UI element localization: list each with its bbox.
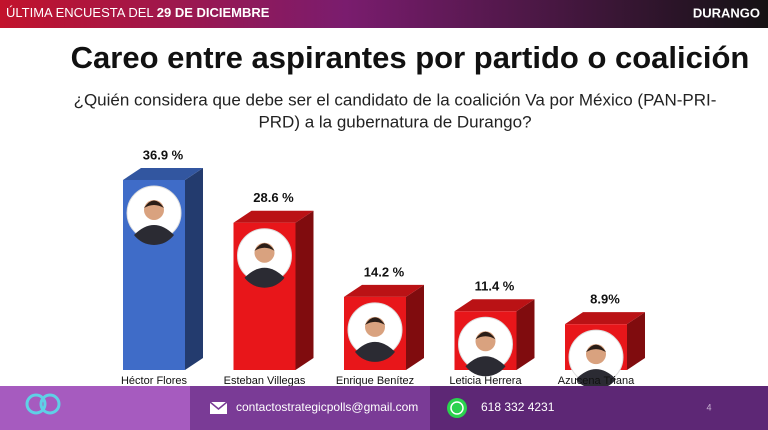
value-label: 11.4 % bbox=[475, 279, 515, 294]
photo-body bbox=[244, 267, 285, 288]
value-label: 8.9% bbox=[590, 292, 620, 307]
bar-side bbox=[185, 167, 203, 370]
bar-side bbox=[406, 284, 424, 370]
category-label: Azucena Triana bbox=[558, 375, 635, 387]
footer-middle bbox=[190, 386, 430, 430]
photo-hair bbox=[365, 317, 385, 325]
banner-left: ÚLTIMA ENCUESTA DEL 29 DE DICIEMBRE bbox=[6, 5, 270, 20]
chart-title: Careo entre aspirantes por partido o coa… bbox=[71, 40, 750, 75]
footer-left bbox=[0, 386, 190, 430]
footer-email: contactostrategicpolls@gmail.com bbox=[236, 400, 418, 414]
logo bbox=[25, 393, 61, 415]
bar-top bbox=[123, 167, 203, 180]
photo-hair bbox=[475, 331, 496, 340]
photo-hair bbox=[144, 200, 164, 208]
whatsapp-icon bbox=[447, 398, 467, 418]
photo-hair bbox=[254, 243, 275, 251]
banner-region: DURANGO bbox=[693, 5, 760, 20]
chart-subtitle: ¿Quién considera que debe ser el candida… bbox=[74, 90, 717, 109]
banner bbox=[0, 0, 768, 28]
category-label: Héctor Flores bbox=[121, 375, 188, 387]
banner-date: 29 DE DICIEMBRE bbox=[157, 5, 270, 20]
category-label: Esteban Villegas bbox=[224, 375, 306, 387]
bar-top bbox=[565, 312, 645, 325]
photo-body bbox=[134, 224, 174, 245]
photo-body bbox=[465, 356, 506, 377]
bar-top bbox=[454, 299, 535, 312]
bar-top bbox=[233, 210, 314, 223]
category-label: Enrique Benítez bbox=[336, 375, 414, 387]
value-label: 14.2 % bbox=[364, 264, 405, 279]
bars: 36.9 % Héctor Flores 28.6 % Esteban Villega… bbox=[121, 147, 645, 390]
bar-side bbox=[516, 299, 535, 370]
category-label: Leticia Herrera bbox=[449, 375, 522, 387]
chart-subtitle: PRD) a la gubernatura de Durango? bbox=[258, 112, 531, 131]
page-number: 4 bbox=[706, 402, 711, 412]
email-icon bbox=[209, 401, 228, 414]
value-label: 28.6 % bbox=[253, 190, 294, 205]
photo-hair bbox=[586, 344, 606, 353]
footer-phone: 618 332 4231 bbox=[481, 400, 555, 414]
bar-top bbox=[344, 284, 424, 297]
bar-side bbox=[295, 210, 314, 370]
photo-body bbox=[355, 341, 395, 362]
bar-side bbox=[627, 312, 645, 370]
value-label: 36.9 % bbox=[143, 147, 184, 162]
photo-body bbox=[576, 369, 616, 390]
banner-text: ÚLTIMA ENCUESTA DEL bbox=[6, 5, 157, 20]
footer-right bbox=[430, 386, 768, 430]
